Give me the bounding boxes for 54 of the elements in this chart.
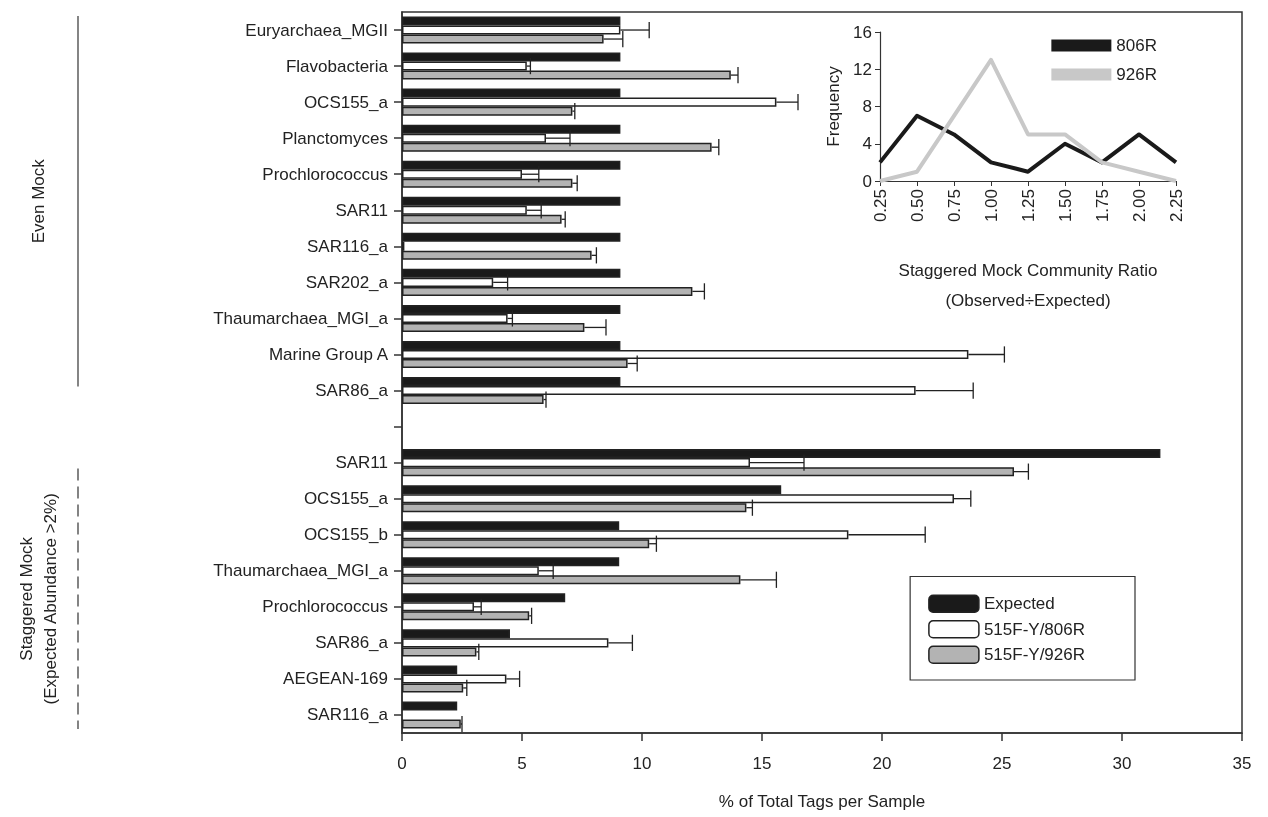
y-axis-title: Frequency <box>824 65 843 147</box>
line-series <box>878 113 1178 174</box>
y-tick-label: OCS155_a <box>303 92 389 112</box>
text: Even Mock <box>28 158 48 244</box>
y-tick-label: 0 <box>862 171 872 191</box>
x-tick-label: 0.50 <box>907 189 927 223</box>
x-tick-label: 15 <box>752 754 772 773</box>
x-tick-label: 30 <box>1112 754 1132 773</box>
text: Staggered Mock (Expected Abundance >2%) <box>16 493 60 705</box>
y-tick-label: SAR86_a <box>315 381 389 401</box>
y-tick-label: 4 <box>862 134 872 154</box>
bar <box>402 719 461 729</box>
y-tick-label: Planctomyces <box>282 128 388 148</box>
x-tick-label: 20 <box>872 754 892 773</box>
x-tick-label: 35 <box>1232 754 1252 773</box>
y-tick-label: 8 <box>862 97 872 116</box>
legend-label: 515F-Y/926R <box>983 645 1086 665</box>
x-tick-label: 5 <box>517 754 527 773</box>
x-axis-title: % of Total Tags per Sample <box>718 792 926 811</box>
legend-label: 926R <box>1116 65 1157 84</box>
y-tick-label: OCS155_a <box>303 489 389 509</box>
x-tick-label: 2.25 <box>1166 189 1186 223</box>
y-tick-label: OCS155_b <box>303 525 388 545</box>
y-tick-label: Thaumarchaea_MGI_a <box>213 561 389 581</box>
x-tick-label: 2.00 <box>1129 189 1149 223</box>
x-tick-label: 25 <box>992 754 1012 773</box>
y-tick-label: 16 <box>853 22 872 42</box>
y-tick-label: SAR86_a <box>315 633 389 653</box>
y-tick-label: AEGEAN-169 <box>283 669 388 689</box>
x-tick-label: 1.25 <box>1018 189 1038 223</box>
x-axis-title: Staggered Mock Community Ratio (Observed÷Expected) <box>898 260 1158 310</box>
y-tick-label: SAR116_a <box>307 236 389 256</box>
bar <box>402 701 458 711</box>
y-tick-label: Euryarchaea_MGII <box>245 20 388 40</box>
x-tick-label: 1.00 <box>981 189 1001 223</box>
y-tick-label: Thaumarchaea_MGI_a <box>213 308 389 328</box>
y-tick-label: Prochlorococcus <box>262 597 388 617</box>
x-tick-label: 0 <box>397 754 407 773</box>
x-tick-label: 0.75 <box>944 189 964 223</box>
x-tick-label: 1.75 <box>1092 189 1112 223</box>
y-tick-label: SAR202_a <box>305 272 389 292</box>
y-tick-label: SAR11 <box>335 200 388 220</box>
y-tick-label: SAR11 <box>335 453 388 473</box>
y-tick-label: SAR116_a <box>307 705 389 725</box>
x-tick-label: 0.25 <box>870 189 890 223</box>
legend-label: 806R <box>1116 36 1157 55</box>
x-tick-label: 10 <box>632 754 652 773</box>
y-tick-label: Prochlorococcus <box>262 164 388 184</box>
y-tick-label: Flavobacteria <box>285 56 389 76</box>
legend-label: 515F-Y/806R <box>983 619 1086 639</box>
x-tick-label: 1.50 <box>1055 189 1075 223</box>
y-tick-label: Marine Group A <box>268 344 389 364</box>
legend-label: Expected <box>983 594 1055 614</box>
y-tick-label: 12 <box>853 59 872 79</box>
